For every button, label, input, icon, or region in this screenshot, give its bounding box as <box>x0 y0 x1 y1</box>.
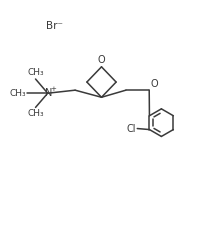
Text: Br⁻: Br⁻ <box>46 21 63 31</box>
Text: CH₃: CH₃ <box>27 68 44 77</box>
Text: O: O <box>97 55 105 65</box>
Text: CH₃: CH₃ <box>10 89 26 98</box>
Text: N: N <box>45 88 52 98</box>
Text: CH₃: CH₃ <box>27 109 44 118</box>
Text: Cl: Cl <box>126 124 136 133</box>
Text: O: O <box>149 79 157 89</box>
Text: +: + <box>50 86 55 92</box>
